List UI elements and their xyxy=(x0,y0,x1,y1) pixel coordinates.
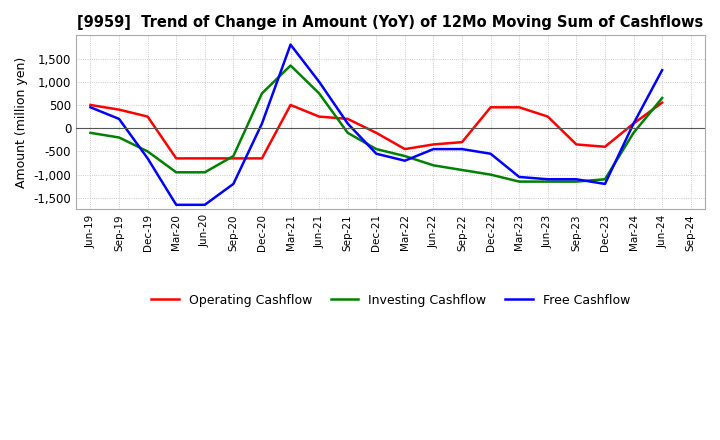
Investing Cashflow xyxy=(400,154,409,159)
Investing Cashflow xyxy=(429,163,438,168)
Investing Cashflow xyxy=(572,179,581,184)
Investing Cashflow xyxy=(544,179,552,184)
Legend: Operating Cashflow, Investing Cashflow, Free Cashflow: Operating Cashflow, Investing Cashflow, … xyxy=(146,289,635,312)
Line: Investing Cashflow: Investing Cashflow xyxy=(91,66,662,182)
Operating Cashflow xyxy=(600,144,609,150)
Free Cashflow xyxy=(658,67,667,73)
Free Cashflow xyxy=(343,121,352,126)
Investing Cashflow xyxy=(229,154,238,159)
Free Cashflow xyxy=(372,151,381,156)
Free Cashflow xyxy=(200,202,209,207)
Investing Cashflow xyxy=(258,91,266,96)
Operating Cashflow xyxy=(114,107,123,112)
Operating Cashflow xyxy=(343,116,352,121)
Investing Cashflow xyxy=(629,130,638,136)
Operating Cashflow xyxy=(458,139,467,145)
Investing Cashflow xyxy=(287,63,295,68)
Operating Cashflow xyxy=(200,156,209,161)
Free Cashflow xyxy=(258,121,266,126)
Investing Cashflow xyxy=(486,172,495,177)
Investing Cashflow xyxy=(600,176,609,182)
Operating Cashflow xyxy=(258,156,266,161)
Free Cashflow xyxy=(86,105,95,110)
Investing Cashflow xyxy=(172,170,181,175)
Investing Cashflow xyxy=(515,179,523,184)
Investing Cashflow xyxy=(143,149,152,154)
Y-axis label: Amount (million yen): Amount (million yen) xyxy=(15,57,28,188)
Free Cashflow xyxy=(515,174,523,180)
Investing Cashflow xyxy=(458,167,467,172)
Free Cashflow xyxy=(172,202,181,207)
Line: Operating Cashflow: Operating Cashflow xyxy=(91,103,662,158)
Operating Cashflow xyxy=(400,147,409,152)
Free Cashflow xyxy=(229,181,238,187)
Operating Cashflow xyxy=(515,105,523,110)
Operating Cashflow xyxy=(143,114,152,119)
Investing Cashflow xyxy=(200,170,209,175)
Free Cashflow xyxy=(486,151,495,156)
Operating Cashflow xyxy=(658,100,667,105)
Free Cashflow xyxy=(315,79,323,84)
Investing Cashflow xyxy=(372,147,381,152)
Free Cashflow xyxy=(629,121,638,126)
Investing Cashflow xyxy=(315,91,323,96)
Operating Cashflow xyxy=(544,114,552,119)
Free Cashflow xyxy=(143,156,152,161)
Operating Cashflow xyxy=(315,114,323,119)
Operating Cashflow xyxy=(372,130,381,136)
Free Cashflow xyxy=(287,42,295,47)
Operating Cashflow xyxy=(229,156,238,161)
Operating Cashflow xyxy=(629,121,638,126)
Operating Cashflow xyxy=(86,103,95,108)
Free Cashflow xyxy=(458,147,467,152)
Operating Cashflow xyxy=(287,103,295,108)
Free Cashflow xyxy=(544,176,552,182)
Operating Cashflow xyxy=(572,142,581,147)
Free Cashflow xyxy=(114,116,123,121)
Title: [9959]  Trend of Change in Amount (YoY) of 12Mo Moving Sum of Cashflows: [9959] Trend of Change in Amount (YoY) o… xyxy=(78,15,703,30)
Operating Cashflow xyxy=(429,142,438,147)
Investing Cashflow xyxy=(658,95,667,101)
Free Cashflow xyxy=(429,147,438,152)
Free Cashflow xyxy=(572,176,581,182)
Investing Cashflow xyxy=(114,135,123,140)
Line: Free Cashflow: Free Cashflow xyxy=(91,44,662,205)
Free Cashflow xyxy=(600,181,609,187)
Investing Cashflow xyxy=(343,130,352,136)
Operating Cashflow xyxy=(172,156,181,161)
Free Cashflow xyxy=(400,158,409,163)
Operating Cashflow xyxy=(486,105,495,110)
Investing Cashflow xyxy=(86,130,95,136)
